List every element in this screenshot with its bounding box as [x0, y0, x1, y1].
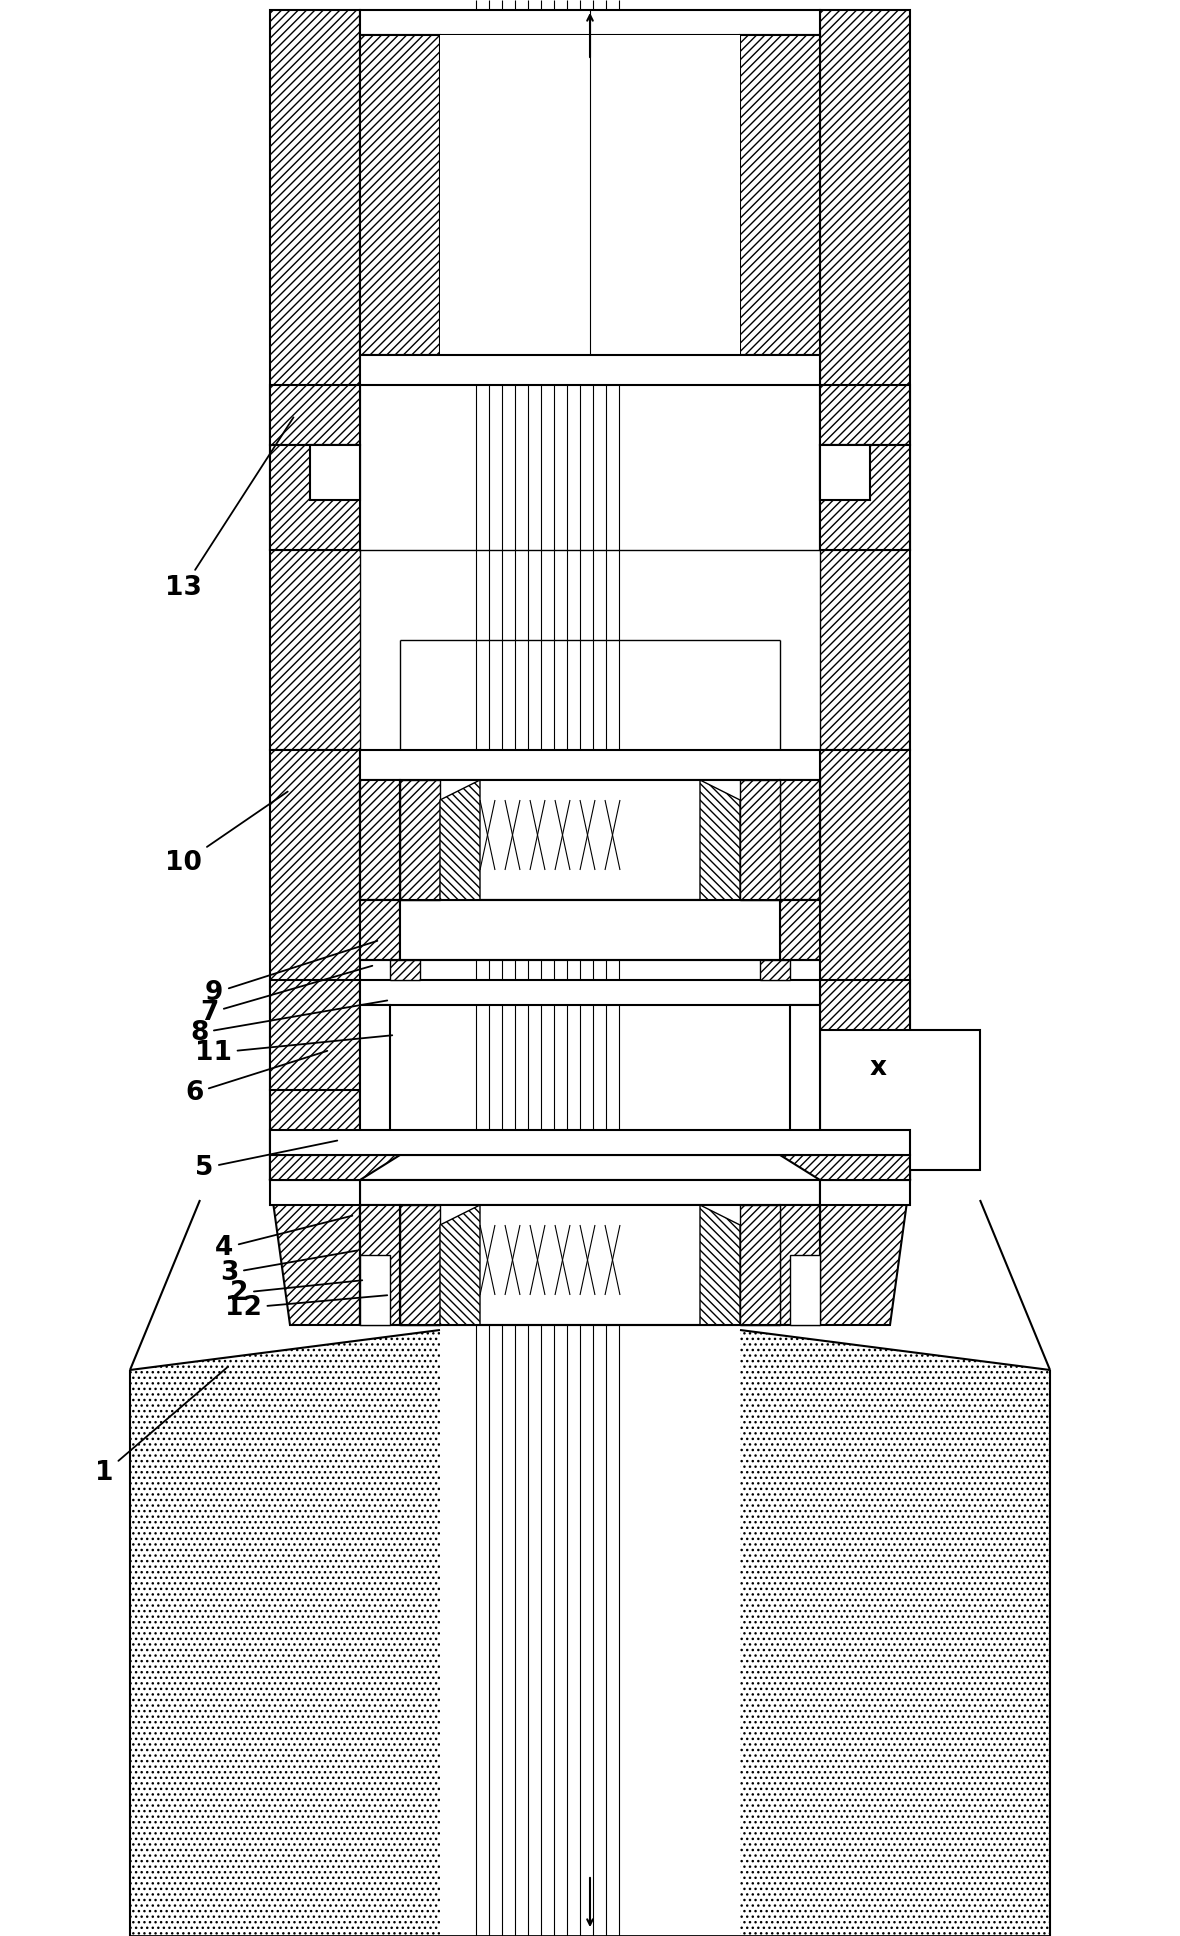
Text: 2: 2 — [230, 1280, 362, 1307]
Text: 12: 12 — [225, 1295, 387, 1320]
Polygon shape — [740, 1204, 780, 1324]
Bar — [360, 354, 820, 385]
Polygon shape — [820, 1181, 910, 1204]
Bar — [760, 960, 789, 980]
Bar — [360, 1005, 391, 1156]
Bar — [391, 960, 420, 980]
Bar — [360, 980, 820, 1005]
Bar — [360, 1255, 391, 1324]
Polygon shape — [440, 780, 480, 900]
Bar — [820, 385, 910, 445]
Text: x: x — [870, 1055, 887, 1080]
Bar — [820, 1090, 910, 1181]
Bar — [440, 35, 740, 354]
Bar — [789, 1255, 820, 1324]
Polygon shape — [440, 1204, 480, 1324]
Polygon shape — [700, 1204, 740, 1324]
Text: 11: 11 — [195, 1036, 392, 1067]
Bar — [400, 1204, 780, 1324]
Bar — [820, 10, 910, 550]
Bar — [270, 980, 360, 1181]
Text: 13: 13 — [165, 418, 294, 600]
Bar — [270, 10, 360, 550]
Bar — [780, 900, 820, 960]
Bar — [360, 550, 820, 749]
Polygon shape — [130, 1330, 1050, 1936]
Bar — [360, 10, 820, 35]
Polygon shape — [780, 550, 910, 749]
Bar — [310, 445, 360, 499]
Polygon shape — [740, 780, 780, 900]
Bar — [400, 900, 780, 960]
Polygon shape — [270, 550, 400, 749]
Bar — [820, 1030, 981, 1169]
Bar — [360, 35, 440, 354]
Bar — [360, 900, 400, 960]
Polygon shape — [270, 1181, 360, 1324]
Polygon shape — [700, 780, 740, 900]
Bar — [270, 1090, 360, 1181]
Bar — [820, 980, 910, 1181]
Text: 8: 8 — [190, 1001, 387, 1045]
Bar — [360, 749, 820, 780]
Bar — [360, 1204, 400, 1324]
Text: 6: 6 — [185, 1051, 327, 1105]
Bar — [400, 780, 780, 900]
Bar — [360, 1156, 820, 1181]
Bar — [360, 780, 400, 900]
Polygon shape — [270, 1156, 400, 1181]
Bar — [360, 1181, 820, 1204]
Bar — [270, 749, 360, 1090]
Bar — [780, 780, 820, 900]
Text: 4: 4 — [215, 1216, 353, 1260]
Bar — [820, 749, 910, 1090]
Polygon shape — [270, 1181, 360, 1204]
Text: 3: 3 — [219, 1251, 358, 1286]
Polygon shape — [820, 1181, 910, 1324]
Text: 7: 7 — [199, 966, 373, 1026]
Bar — [270, 385, 360, 445]
Bar — [270, 445, 360, 550]
Polygon shape — [780, 1156, 910, 1181]
Bar — [780, 1204, 820, 1324]
Bar — [789, 1005, 820, 1156]
Polygon shape — [400, 780, 440, 900]
Bar — [270, 1131, 910, 1156]
Bar — [820, 445, 910, 550]
Bar — [820, 445, 870, 499]
Polygon shape — [400, 1204, 440, 1324]
Text: 10: 10 — [165, 792, 288, 875]
Text: 1: 1 — [96, 1367, 228, 1487]
Text: 9: 9 — [205, 941, 378, 1007]
Text: 5: 5 — [195, 1140, 337, 1181]
Bar — [740, 35, 820, 354]
